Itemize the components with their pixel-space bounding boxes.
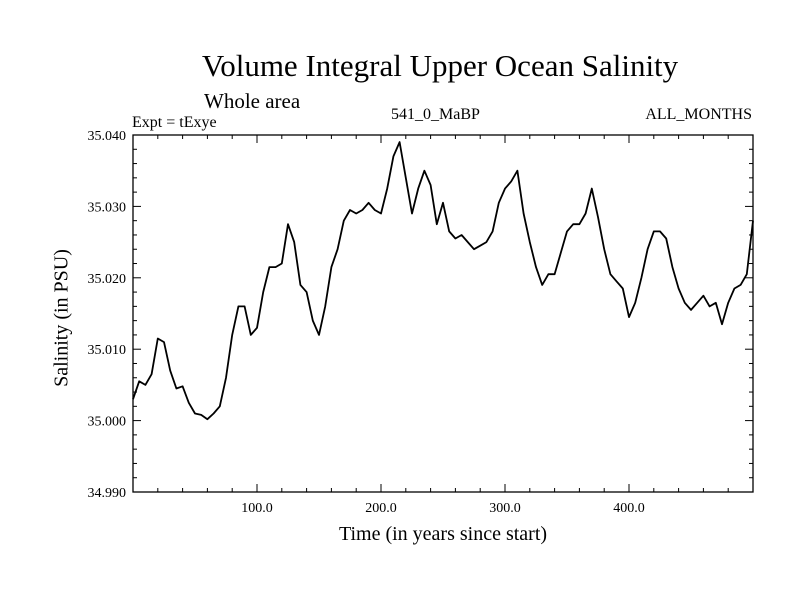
axis-ticks xyxy=(133,134,753,493)
series-layer xyxy=(132,141,754,421)
chart-subtitle: Whole area xyxy=(204,89,301,113)
experiment-label: Expt = tExye xyxy=(132,114,217,131)
y-tick-label: 35.000 xyxy=(88,415,127,430)
run-id-label: 541_0_MaBP xyxy=(391,106,480,123)
salinity-series-line xyxy=(132,141,754,421)
months-label: ALL_MONTHS xyxy=(645,106,752,123)
axis-tick-labels: 100.0 200.0 300.0 400.0 34.990 35.000 35.010 35… xyxy=(88,129,645,516)
plot-frame xyxy=(132,134,754,493)
y-tick-label: 35.010 xyxy=(88,343,127,358)
y-tick-label: 35.020 xyxy=(88,272,127,287)
y-tick-label: 35.040 xyxy=(88,129,127,144)
x-tick-label: 200.0 xyxy=(365,501,397,516)
chart-title: Volume Integral Upper Ocean Salinity xyxy=(201,48,679,83)
x-tick-label: 100.0 xyxy=(241,501,273,516)
x-tick-label: 300.0 xyxy=(489,501,521,516)
y-tick-label: 34.990 xyxy=(88,486,127,501)
y-tick-label: 35.030 xyxy=(88,200,127,215)
x-tick-label: 400.0 xyxy=(613,501,645,516)
x-axis-title: Time (in years since start) xyxy=(338,523,548,545)
